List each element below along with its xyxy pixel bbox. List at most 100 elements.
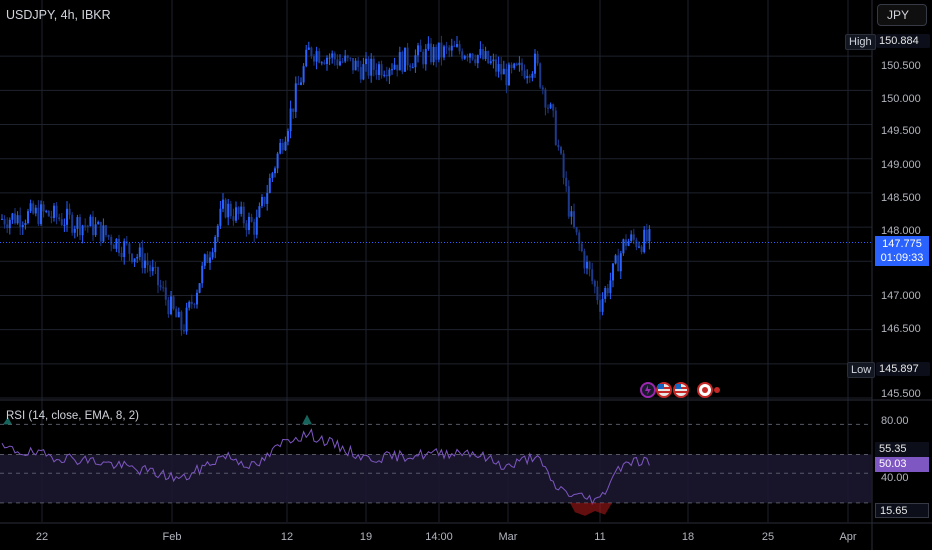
candle-body xyxy=(209,257,211,263)
candle-body xyxy=(253,221,256,235)
candle-body xyxy=(24,223,27,226)
candle-body xyxy=(310,47,313,57)
us-flag-event-icon[interactable] xyxy=(673,382,689,398)
candle-body xyxy=(630,234,633,242)
candle-body xyxy=(562,153,565,178)
candle-body xyxy=(346,55,349,58)
candle-body xyxy=(424,48,427,65)
candle-body xyxy=(133,258,136,263)
candle-body xyxy=(76,217,79,229)
price-tick: 146.500 xyxy=(881,323,921,335)
candle-body xyxy=(123,241,126,257)
candle-body xyxy=(435,46,438,60)
rsi-upper-band-tag: 55.35 xyxy=(875,442,929,457)
candle-body xyxy=(110,236,113,245)
candle-body xyxy=(638,246,640,248)
rsi-current-tag: 50.03 xyxy=(875,457,929,472)
candle-body xyxy=(320,62,323,64)
candle-body xyxy=(331,53,334,58)
currency-button[interactable]: JPY xyxy=(877,4,927,26)
candle-body xyxy=(175,308,178,318)
rsi-band-fill xyxy=(0,454,872,503)
candle-body xyxy=(627,241,630,246)
candle-body xyxy=(289,108,292,132)
candle-body xyxy=(567,186,570,217)
candle-body xyxy=(383,74,386,76)
candle-body xyxy=(144,260,146,268)
candle-body xyxy=(27,211,29,224)
candle-body xyxy=(456,44,458,47)
candle-body xyxy=(419,45,422,52)
time-tick: Feb xyxy=(162,531,182,543)
time-tick: 18 xyxy=(681,531,695,543)
candle-body xyxy=(515,63,518,66)
candle-body xyxy=(6,224,9,229)
candle-body xyxy=(484,51,487,60)
candle-body xyxy=(448,47,451,51)
candle-body xyxy=(380,64,383,76)
candle-body xyxy=(224,199,227,218)
candle-body xyxy=(32,203,35,214)
candle-body xyxy=(606,288,609,294)
flash-event-icon[interactable] xyxy=(640,382,656,398)
candle-body xyxy=(359,67,362,80)
candle-body xyxy=(593,280,596,287)
candle-body xyxy=(409,65,412,68)
candle-body xyxy=(185,307,188,332)
candle-body xyxy=(281,142,284,151)
candle-body xyxy=(554,110,557,145)
candle-body xyxy=(333,53,336,60)
candle-body xyxy=(583,251,586,269)
candle-body xyxy=(391,69,393,71)
candle-body xyxy=(66,208,68,225)
candle-body xyxy=(315,51,318,62)
candle-body xyxy=(526,75,529,79)
candle-body xyxy=(588,261,591,270)
high-value-tag: 150.884 xyxy=(876,34,930,48)
candle-body xyxy=(240,206,243,214)
candle-body xyxy=(255,217,258,235)
candle-body xyxy=(645,229,648,242)
candle-body xyxy=(102,225,105,242)
candle-body xyxy=(521,62,523,71)
candle-body xyxy=(188,301,191,308)
candle-body xyxy=(159,285,162,288)
time-tick: 19 xyxy=(359,531,373,543)
low-value-tag: 145.897 xyxy=(876,362,930,376)
candle-body xyxy=(437,42,440,60)
candle-body xyxy=(357,60,360,68)
candle-body xyxy=(479,49,482,56)
candle-body xyxy=(404,47,406,72)
candle-body xyxy=(344,55,347,62)
candle-body xyxy=(578,232,581,244)
time-tick: 25 xyxy=(761,531,775,543)
candle-body xyxy=(128,243,131,254)
candle-body xyxy=(417,45,419,56)
candle-body xyxy=(11,213,14,220)
candle-body xyxy=(177,311,180,318)
candle-body xyxy=(458,44,461,52)
candle-body xyxy=(372,58,375,70)
candle-body xyxy=(242,206,245,224)
candle-body xyxy=(596,286,599,301)
candle-body xyxy=(599,300,601,312)
candle-body xyxy=(443,46,445,58)
us-flag-event-icon[interactable] xyxy=(656,382,672,398)
rsi-legend[interactable]: RSI (14, close, EMA, 8, 2) xyxy=(6,410,139,422)
candle-body xyxy=(328,57,331,59)
candle-body xyxy=(560,147,562,154)
candle-body xyxy=(362,64,365,80)
candle-body xyxy=(284,141,287,151)
symbol-title[interactable]: USDJPY, 4h, IBKR xyxy=(6,8,111,22)
candle-body xyxy=(245,223,248,231)
candle-body xyxy=(474,59,477,64)
candle-body xyxy=(497,64,500,72)
candle-body xyxy=(131,253,133,263)
candle-body xyxy=(354,60,357,71)
japan-flag-event-icon[interactable] xyxy=(697,382,713,398)
candle-body xyxy=(544,89,547,108)
candle-body xyxy=(115,238,118,249)
candle-body xyxy=(60,219,63,225)
